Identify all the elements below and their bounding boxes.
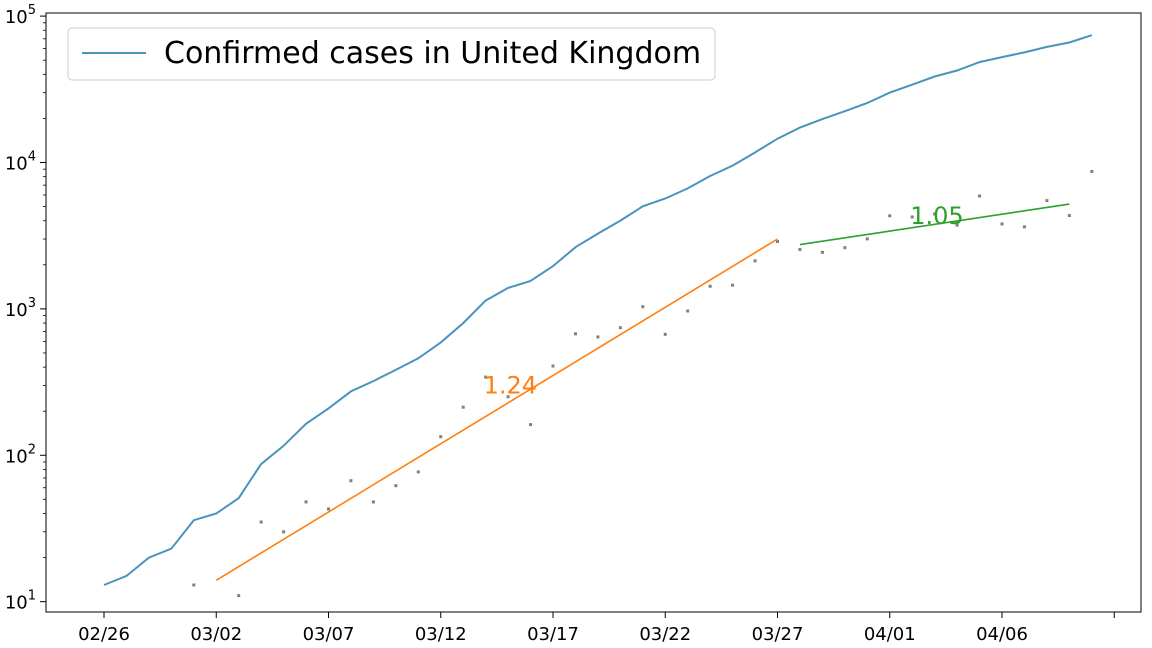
daily-point — [910, 215, 914, 219]
plot-area — [45, 12, 1142, 613]
x-tick-label-8: 04/06 — [976, 624, 1028, 645]
daily-point — [237, 594, 241, 598]
daily-point — [888, 214, 892, 218]
series-layer — [103, 34, 1094, 598]
daily-point — [686, 309, 690, 313]
daily-point — [304, 500, 308, 504]
y-tick-label-2: 103 — [5, 296, 36, 321]
daily-point — [978, 194, 982, 198]
daily-point — [461, 405, 465, 409]
legend: Confirmed cases in United Kingdom — [67, 27, 716, 81]
x-tick-label-6: 03/27 — [752, 624, 804, 645]
daily-point — [663, 332, 667, 336]
daily-point — [776, 240, 779, 244]
x-tick-label-5: 03/22 — [639, 624, 691, 645]
daily-point — [529, 423, 533, 427]
daily-point — [394, 484, 398, 488]
y-axis: 101 102 103 104 105 — [5, 3, 46, 614]
daily-point — [1067, 214, 1071, 218]
growth-rate-label-1: 1.05 — [910, 202, 963, 230]
daily-point — [573, 332, 577, 336]
daily-point — [282, 530, 286, 534]
daily-point — [641, 305, 645, 309]
daily-point — [506, 395, 510, 399]
daily-point — [820, 250, 824, 254]
daily-point — [596, 335, 600, 339]
daily-point — [798, 247, 802, 251]
daily-point — [865, 237, 869, 241]
daily-point — [1000, 222, 1004, 226]
legend-box — [67, 27, 716, 81]
daily-point — [349, 479, 353, 483]
annotation-layer: 1.24 1.05 — [484, 202, 964, 399]
x-tick-label-4: 03/17 — [527, 624, 579, 645]
daily-point — [753, 259, 757, 263]
x-tick-label-2: 03/07 — [303, 624, 355, 645]
daily-point — [192, 583, 196, 587]
daily-point — [618, 326, 622, 330]
daily-point — [416, 470, 420, 474]
daily-point — [955, 223, 959, 227]
daily-point — [843, 246, 847, 250]
x-tick-label-3: 03/12 — [415, 624, 467, 645]
fit-line-3 — [799, 203, 1070, 246]
x-axis: 02/26 03/02 03/07 03/12 03/17 03/22 03/27 04/01… — [78, 612, 1115, 645]
series-line-confirmed — [103, 34, 1093, 586]
x-tick-label-7: 04/01 — [864, 624, 916, 645]
y-tick-label-1: 102 — [5, 442, 36, 467]
daily-point — [731, 283, 735, 287]
y-tick-label-0: 101 — [5, 589, 36, 614]
y-tick-label-4: 105 — [5, 3, 36, 28]
daily-point — [1045, 199, 1049, 203]
legend-label: Confirmed cases in United Kingdom — [164, 36, 701, 71]
daily-point — [1022, 225, 1026, 229]
daily-point — [371, 500, 375, 504]
x-tick-label-1: 03/02 — [190, 624, 242, 645]
daily-point — [1090, 169, 1094, 173]
daily-point — [708, 284, 712, 288]
daily-point — [551, 364, 555, 368]
daily-point — [439, 435, 443, 439]
growth-rate-label-0: 1.24 — [484, 371, 537, 399]
y-tick-label-3: 104 — [5, 149, 36, 174]
daily-point — [484, 375, 488, 379]
daily-point — [327, 507, 330, 511]
daily-point — [933, 212, 937, 216]
x-tick-label-0: 02/26 — [78, 624, 130, 645]
fit-line-2 — [215, 238, 778, 581]
daily-point — [259, 520, 263, 524]
